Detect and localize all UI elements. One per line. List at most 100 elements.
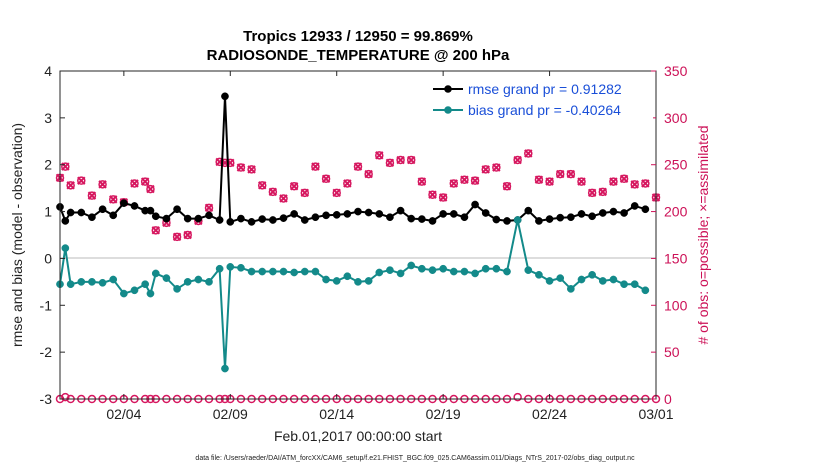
obs-possible-point bbox=[183, 230, 192, 240]
rmse-point bbox=[173, 205, 181, 214]
bias-point bbox=[88, 278, 96, 286]
rmse-point bbox=[492, 215, 501, 224]
rmse-point bbox=[620, 209, 628, 217]
obs-possible-point bbox=[524, 149, 533, 158]
obs-possible-point bbox=[343, 179, 352, 188]
rmse-point bbox=[194, 214, 203, 223]
rmse-point bbox=[598, 209, 607, 217]
y-axis-right-label: # of obs: o=possible; ×=assimilated bbox=[695, 125, 711, 344]
rmse-point bbox=[343, 210, 352, 218]
obs-assimilated-point bbox=[66, 181, 75, 190]
bias-point bbox=[609, 275, 618, 284]
rmse-point bbox=[556, 213, 565, 222]
obs-assimilated-point bbox=[130, 179, 139, 188]
obs-possible-point bbox=[555, 169, 565, 179]
rmse-point bbox=[332, 211, 341, 219]
bias-point bbox=[173, 285, 181, 293]
rmse-point bbox=[290, 210, 298, 218]
obs-possible-point bbox=[577, 177, 586, 186]
bias-point bbox=[630, 280, 639, 289]
obs-possible-point bbox=[332, 188, 341, 198]
bias-point bbox=[146, 289, 155, 298]
obs-possible-point bbox=[385, 158, 395, 168]
obs-possible-point bbox=[609, 177, 618, 186]
legend: rmse grand pr = 0.91282 bias grand pr = … bbox=[423, 78, 653, 120]
rmse-point bbox=[418, 215, 426, 223]
rmse-point bbox=[258, 215, 267, 223]
obs-assimilated-point bbox=[236, 163, 246, 172]
obs-possible-point bbox=[545, 177, 554, 186]
obs-possible-point bbox=[204, 203, 214, 213]
obs-assimilated-point bbox=[385, 158, 395, 168]
obs-assimilated-point bbox=[513, 155, 522, 165]
rmse-point bbox=[535, 217, 543, 225]
rmse-point bbox=[151, 212, 160, 221]
rmse-point bbox=[66, 208, 75, 217]
rmse-point bbox=[481, 209, 490, 217]
legend-marker-rmse bbox=[444, 85, 452, 93]
obs-possible-point bbox=[481, 165, 490, 174]
rmse-point bbox=[364, 208, 373, 217]
obs-possible-point bbox=[417, 177, 427, 186]
rmse-point bbox=[567, 213, 575, 222]
obs-possible-point bbox=[66, 181, 75, 190]
rmse-point bbox=[471, 200, 479, 209]
bias-point bbox=[109, 275, 118, 284]
obs-possible-point bbox=[257, 181, 267, 190]
bias-point bbox=[279, 267, 288, 276]
bias-point bbox=[61, 244, 70, 252]
obs-possible-point bbox=[619, 174, 629, 184]
y-left-tick-label: 0 bbox=[44, 250, 52, 266]
y-right-tick-label: 200 bbox=[664, 204, 688, 220]
rmse-point bbox=[279, 214, 288, 222]
obs-assimilated-point bbox=[172, 232, 182, 242]
bias-point bbox=[77, 278, 86, 286]
bias-point bbox=[545, 277, 554, 285]
obs-possible-point bbox=[375, 151, 384, 160]
y-left-tick-label: -3 bbox=[40, 391, 53, 407]
obs-possible-point bbox=[289, 182, 299, 191]
obs-possible-point bbox=[98, 180, 107, 189]
obs-possible-point bbox=[353, 162, 363, 171]
rmse-point bbox=[428, 217, 437, 225]
obs-possible-point bbox=[513, 155, 522, 165]
obs-possible-point bbox=[300, 188, 310, 198]
obs-assimilated-point bbox=[396, 155, 405, 165]
obs-assimilated-point bbox=[609, 177, 618, 186]
obs-possible-point bbox=[587, 188, 597, 198]
bias-point bbox=[449, 267, 458, 276]
bias-point bbox=[290, 268, 298, 277]
obs-possible-point bbox=[470, 176, 480, 185]
obs-assimilated-point bbox=[151, 226, 160, 235]
bias-point bbox=[269, 267, 277, 276]
y-right-tick-label: 100 bbox=[664, 297, 688, 313]
rmse-point bbox=[354, 207, 362, 216]
obs-assimilated-point bbox=[407, 155, 416, 165]
obs-assimilated-point bbox=[268, 187, 278, 197]
obs-assimilated-point bbox=[332, 188, 341, 198]
y-axis-left-label: rmse and bias (model - observation) bbox=[9, 123, 25, 347]
bias-point bbox=[471, 269, 479, 278]
obs-assimilated-point bbox=[353, 162, 363, 171]
bias-point bbox=[141, 280, 149, 289]
obs-assimilated-point bbox=[524, 149, 533, 158]
obs-possible-point bbox=[61, 162, 70, 171]
bias-point bbox=[151, 269, 160, 278]
obs-possible-point bbox=[172, 232, 182, 242]
bias-point bbox=[215, 264, 224, 273]
obs-possible-point bbox=[438, 193, 448, 202]
obs-assimilated-point bbox=[566, 169, 576, 179]
obs-assimilated-point bbox=[311, 162, 320, 171]
bias-point bbox=[66, 280, 75, 289]
bias-point bbox=[332, 277, 341, 285]
bias-point bbox=[221, 364, 229, 373]
y-axis-right: 0 50 100 150 200 250 300 350 bbox=[651, 63, 688, 407]
obs-assimilated-point bbox=[183, 230, 192, 240]
data-file-footer: data file: /Users/raeder/DAI/ATM_forcXX/… bbox=[195, 455, 635, 462]
rmse-point bbox=[237, 214, 245, 223]
bias-point bbox=[343, 272, 352, 281]
obs-possible-point bbox=[108, 195, 118, 204]
obs-possible-point bbox=[492, 163, 501, 172]
obs-possible-point bbox=[598, 187, 608, 197]
obs-assimilated-point bbox=[449, 179, 458, 188]
